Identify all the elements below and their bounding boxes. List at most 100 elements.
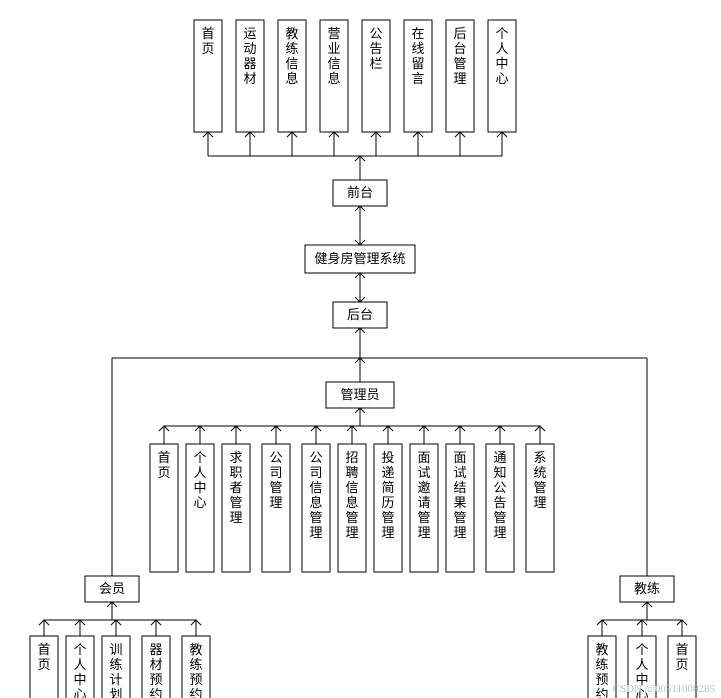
svg-text:页: 页: [675, 657, 688, 672]
svg-text:信: 信: [345, 480, 358, 495]
svg-text:心: 心: [193, 495, 206, 510]
backend-node-label: 后台: [347, 307, 373, 322]
svg-text:预: 预: [595, 672, 608, 687]
svg-text:理: 理: [533, 495, 546, 510]
svg-text:人: 人: [635, 657, 648, 672]
svg-text:在: 在: [411, 26, 424, 41]
admin-item-6: 投递简历管理: [374, 444, 402, 572]
admin-item-4: 公司信息管理: [302, 444, 330, 572]
svg-text:邀: 邀: [417, 480, 430, 495]
svg-text:划: 划: [109, 687, 122, 698]
svg-text:理: 理: [453, 71, 466, 86]
svg-text:管: 管: [229, 495, 242, 510]
svg-text:司: 司: [269, 465, 282, 480]
svg-text:首: 首: [37, 642, 50, 657]
member-item-4: 教练预约管理: [182, 636, 210, 698]
svg-text:管: 管: [453, 510, 466, 525]
admin-node: 管理员: [326, 382, 394, 408]
svg-text:管: 管: [381, 510, 394, 525]
svg-text:教: 教: [189, 642, 202, 657]
svg-text:器: 器: [149, 642, 162, 657]
frontend-item-4: 公告栏: [362, 20, 390, 132]
frontend-item-6: 后台管理: [446, 20, 474, 132]
svg-text:公: 公: [269, 450, 282, 465]
svg-text:者: 者: [229, 480, 242, 495]
admin-item-2: 求职者管理: [222, 444, 250, 572]
frontend-item-5: 在线留言: [404, 20, 432, 132]
svg-text:中: 中: [193, 480, 206, 495]
svg-text:管: 管: [345, 510, 358, 525]
svg-text:果: 果: [453, 495, 466, 510]
admin-item-1: 个人中心: [186, 444, 214, 572]
svg-text:预: 预: [149, 672, 162, 687]
frontend-item-3: 营业信息: [320, 20, 348, 132]
svg-text:个: 个: [495, 26, 508, 41]
svg-text:招: 招: [345, 450, 358, 465]
svg-text:页: 页: [201, 41, 214, 56]
svg-text:公: 公: [493, 480, 506, 495]
svg-text:理: 理: [229, 510, 242, 525]
svg-text:心: 心: [495, 71, 508, 86]
svg-text:理: 理: [269, 495, 282, 510]
coach-node: 教练: [620, 576, 674, 602]
svg-text:预: 预: [189, 672, 202, 687]
svg-text:材: 材: [243, 71, 256, 86]
svg-text:动: 动: [243, 41, 256, 56]
svg-text:简: 简: [381, 480, 394, 495]
admin-node-label: 管理员: [340, 387, 379, 402]
frontend-item-0: 首页: [194, 20, 222, 132]
member-item-0: 首页: [30, 636, 58, 698]
member-node-label: 会员: [99, 581, 125, 596]
org-diagram: 健身房管理系统前台后台管理员会员教练首页运动器材教练信息营业信息公告栏在线留言后…: [0, 0, 721, 698]
svg-text:练: 练: [285, 41, 298, 56]
frontend-item-7: 个人中心: [488, 20, 516, 132]
svg-text:求: 求: [229, 450, 242, 465]
svg-text:人: 人: [193, 465, 206, 480]
member-node: 会员: [85, 576, 139, 602]
svg-text:训: 训: [109, 642, 122, 657]
svg-text:首: 首: [201, 26, 214, 41]
svg-text:页: 页: [37, 657, 50, 672]
svg-text:理: 理: [381, 525, 394, 540]
frontend-node: 前台: [333, 180, 387, 206]
svg-text:管: 管: [453, 56, 466, 71]
svg-text:职: 职: [229, 465, 242, 480]
svg-text:管: 管: [309, 510, 322, 525]
svg-text:教: 教: [595, 642, 608, 657]
svg-text:试: 试: [453, 465, 466, 480]
svg-text:约: 约: [595, 687, 608, 698]
svg-text:告: 告: [493, 495, 506, 510]
svg-text:计: 计: [109, 672, 122, 687]
svg-text:系: 系: [533, 450, 546, 465]
svg-text:结: 结: [453, 480, 466, 495]
root-node-label: 健身房管理系统: [314, 251, 405, 266]
svg-text:线: 线: [411, 41, 424, 56]
backend-node: 后台: [333, 302, 387, 328]
svg-text:中: 中: [495, 56, 508, 71]
svg-text:个: 个: [635, 642, 648, 657]
svg-text:约: 约: [149, 687, 162, 698]
svg-text:首: 首: [157, 450, 170, 465]
svg-text:统: 统: [533, 465, 546, 480]
watermark: CSDN @00511008285: [613, 683, 716, 695]
svg-text:息: 息: [345, 495, 358, 510]
svg-text:台: 台: [453, 41, 466, 56]
svg-text:理: 理: [493, 525, 506, 540]
svg-text:历: 历: [381, 495, 394, 510]
svg-text:息: 息: [285, 71, 298, 86]
svg-text:运: 运: [243, 26, 256, 41]
svg-text:面: 面: [417, 450, 430, 465]
svg-text:个: 个: [73, 642, 86, 657]
member-item-2: 训练计划管理: [102, 636, 130, 698]
svg-text:练: 练: [189, 657, 202, 672]
svg-text:人: 人: [73, 657, 86, 672]
svg-text:页: 页: [157, 465, 170, 480]
svg-text:理: 理: [453, 525, 466, 540]
admin-item-5: 招聘信息管理: [338, 444, 366, 572]
svg-text:练: 练: [109, 657, 122, 672]
admin-item-10: 系统管理: [526, 444, 554, 572]
admin-item-3: 公司管理: [262, 444, 290, 572]
svg-text:递: 递: [381, 465, 394, 480]
svg-text:公: 公: [369, 26, 382, 41]
frontend-item-1: 运动器材: [236, 20, 264, 132]
